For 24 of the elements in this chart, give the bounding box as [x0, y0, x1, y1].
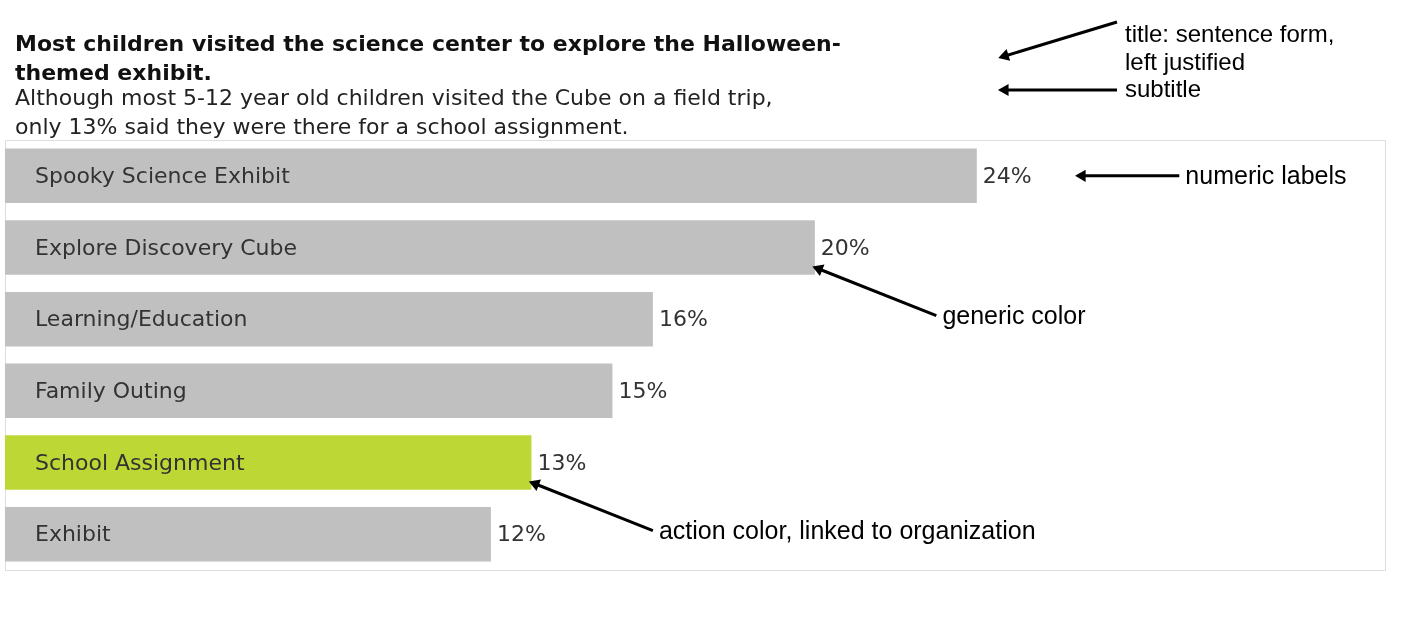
- chart-title: Most children visited the science center to explore the Halloween-themed exhibit.: [15, 30, 841, 85]
- bar: [5, 435, 532, 490]
- y-tick-label: Explore Discovery Cube: [35, 234, 298, 260]
- data-label: 24%: [982, 162, 1032, 188]
- bar: [5, 220, 815, 275]
- text: subtitle: [1125, 75, 1202, 102]
- text: numeric labels: [1185, 160, 1347, 189]
- annotation: generic color: [942, 300, 1086, 329]
- y-tick-label: Spooky Science Exhibit: [35, 162, 291, 188]
- data-label: 13%: [537, 449, 587, 475]
- data-label: 20%: [820, 234, 870, 260]
- y-tick-label: Learning/Education: [35, 306, 248, 332]
- y-tick-label: Exhibit: [35, 521, 112, 547]
- chart-subtitle: Although most 5-12 year old children visited the Cube on a field trip, only 13% said they were there for a school assignment.: [15, 84, 773, 139]
- y-tick-label: School Assignment: [35, 449, 245, 475]
- bar: [5, 291, 653, 347]
- data-label: 16%: [658, 306, 708, 332]
- data-label: 12%: [496, 521, 546, 547]
- bar: [5, 506, 491, 562]
- bar: [5, 148, 977, 204]
- y-tick-label: Family Outing: [35, 377, 187, 403]
- bar: [5, 363, 613, 419]
- annotation: action color, linked to organization: [658, 515, 1036, 544]
- data-label: 15%: [618, 377, 668, 403]
